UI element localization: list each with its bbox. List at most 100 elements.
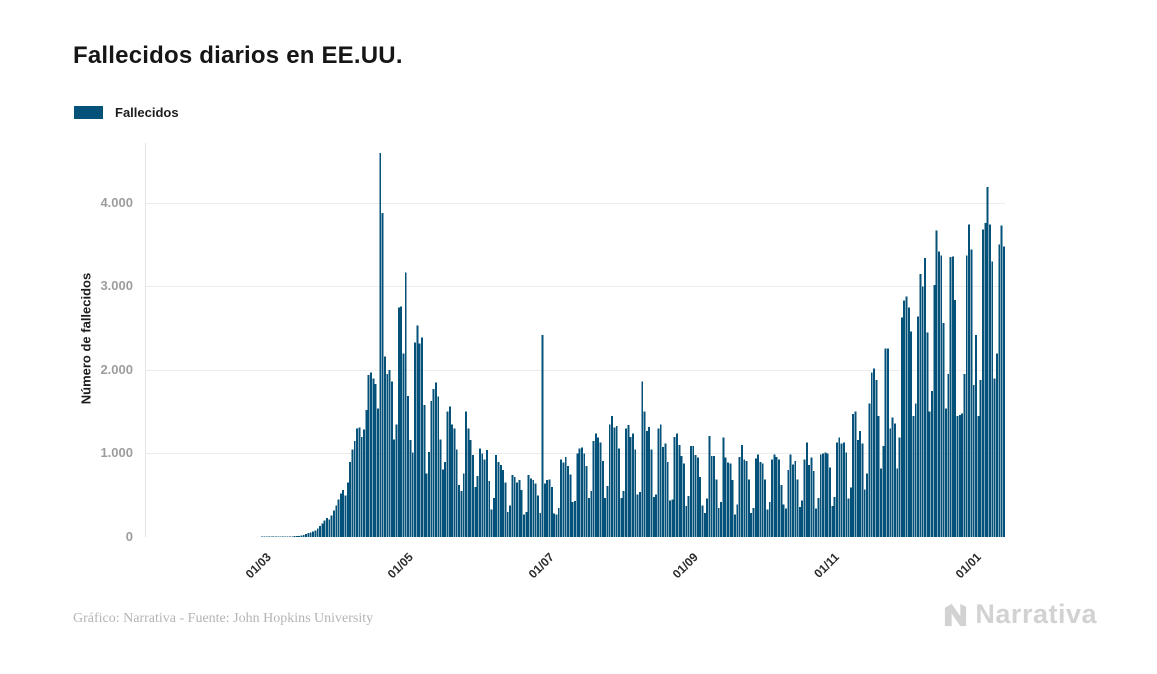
bar[interactable] [585, 466, 588, 537]
bar[interactable] [694, 455, 697, 537]
bar[interactable] [808, 465, 811, 537]
bar[interactable] [295, 536, 298, 537]
bar[interactable] [439, 439, 442, 537]
bar[interactable] [984, 223, 987, 537]
bar[interactable] [873, 368, 875, 537]
bar[interactable] [928, 411, 931, 537]
bar[interactable] [810, 457, 813, 537]
bar[interactable] [965, 255, 968, 537]
bar[interactable] [921, 286, 924, 537]
bar[interactable] [446, 411, 449, 537]
bar[interactable] [798, 506, 801, 537]
bar[interactable] [727, 462, 729, 537]
bar[interactable] [601, 461, 604, 537]
bar[interactable] [557, 507, 560, 537]
bar[interactable] [747, 479, 750, 537]
bar[interactable] [434, 382, 437, 537]
bar[interactable] [773, 454, 776, 537]
bar[interactable] [581, 447, 583, 537]
bar[interactable] [870, 372, 873, 537]
bar[interactable] [645, 430, 648, 537]
bar[interactable] [780, 485, 783, 537]
bar[interactable] [784, 508, 787, 537]
bar[interactable] [866, 473, 869, 537]
bar[interactable] [891, 417, 894, 537]
bar[interactable] [954, 299, 957, 537]
bar[interactable] [655, 494, 658, 537]
bar[interactable] [583, 453, 586, 537]
bar[interactable] [513, 476, 516, 537]
bar[interactable] [437, 396, 440, 537]
bar[interactable] [527, 475, 530, 537]
bar[interactable] [469, 440, 472, 537]
bar[interactable] [803, 459, 806, 537]
bar[interactable] [757, 454, 760, 537]
bar[interactable] [789, 454, 792, 537]
bar[interactable] [504, 482, 507, 537]
bar[interactable] [523, 514, 525, 537]
bar[interactable] [817, 497, 820, 537]
bar[interactable] [715, 479, 718, 537]
bar[interactable] [664, 443, 667, 537]
bar[interactable] [465, 411, 467, 537]
bar[interactable] [411, 452, 414, 537]
bar[interactable] [590, 491, 593, 537]
bar[interactable] [423, 405, 426, 537]
bar[interactable] [676, 433, 678, 537]
bar[interactable] [499, 465, 502, 537]
bar[interactable] [472, 455, 474, 537]
bar[interactable] [643, 411, 646, 537]
bar[interactable] [467, 428, 470, 537]
bar[interactable] [520, 490, 523, 537]
bar[interactable] [367, 374, 370, 537]
bar[interactable] [919, 273, 922, 537]
bar[interactable] [374, 384, 377, 537]
bar[interactable] [344, 495, 347, 537]
bar[interactable] [701, 505, 704, 537]
bar[interactable] [884, 348, 887, 537]
bar[interactable] [699, 476, 702, 537]
bar[interactable] [666, 461, 669, 537]
bar[interactable] [386, 374, 389, 537]
bar[interactable] [550, 486, 553, 537]
bar[interactable] [933, 284, 936, 537]
bar[interactable] [826, 453, 829, 537]
bar[interactable] [805, 442, 808, 537]
bar[interactable] [298, 535, 301, 537]
bar[interactable] [397, 307, 400, 537]
bar[interactable] [754, 458, 757, 538]
bar[interactable] [722, 437, 725, 537]
bar[interactable] [302, 534, 305, 537]
bar[interactable] [914, 403, 917, 537]
bar[interactable] [495, 455, 498, 537]
bar[interactable] [745, 461, 748, 537]
bar[interactable] [539, 512, 542, 537]
bar[interactable] [659, 424, 662, 537]
bar[interactable] [849, 487, 852, 537]
bar[interactable] [880, 468, 882, 537]
bar[interactable] [488, 481, 491, 537]
bar[interactable] [576, 453, 579, 537]
bar[interactable] [525, 511, 528, 537]
bar[interactable] [738, 456, 741, 537]
bar[interactable] [986, 187, 989, 537]
bar[interactable] [451, 424, 454, 537]
bar[interactable] [284, 536, 287, 538]
bar[interactable] [759, 461, 762, 537]
bar[interactable] [988, 224, 991, 537]
bar[interactable] [678, 445, 681, 537]
bar[interactable] [569, 474, 572, 537]
bar[interactable] [358, 427, 361, 537]
bar[interactable] [490, 509, 493, 537]
bar[interactable] [734, 514, 736, 537]
bar[interactable] [532, 480, 535, 537]
bar[interactable] [312, 531, 315, 537]
bar[interactable] [562, 462, 565, 537]
bar[interactable] [782, 504, 785, 537]
bar[interactable] [316, 528, 319, 537]
bar[interactable] [692, 445, 695, 537]
bar[interactable] [548, 479, 551, 537]
bar[interactable] [328, 519, 331, 537]
bar[interactable] [479, 448, 481, 537]
bar[interactable] [875, 380, 878, 537]
